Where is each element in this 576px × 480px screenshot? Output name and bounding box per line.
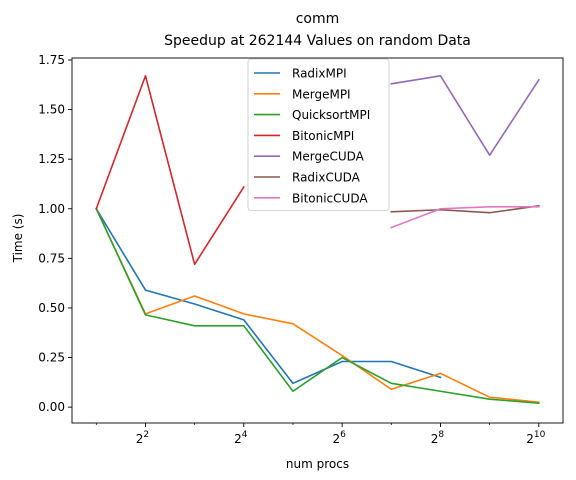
series-line-mergecuda [390, 75, 540, 156]
x-tick-exponent: 8 [438, 430, 444, 440]
series-mergecuda [390, 75, 540, 156]
legend-item: RadixCUDA [254, 171, 361, 185]
y-tick-label: 1.75 [38, 53, 65, 67]
y-tick-label: 1.50 [38, 103, 65, 117]
y-axis-label: Time (s) [11, 214, 25, 264]
series-line-radixcuda [390, 204, 540, 214]
y-tick-label: 1.25 [38, 152, 65, 166]
legend-label: RadixCUDA [292, 171, 361, 185]
series-radixmpi [95, 207, 442, 385]
y-tick-label: 0.75 [38, 251, 65, 265]
legend-item: QuicksortMPI [254, 108, 370, 122]
chart-title: comm [296, 11, 340, 27]
legend-label: RadixMPI [292, 67, 347, 81]
series-line-radixmpi [95, 207, 442, 385]
legend-item: MergeCUDA [254, 150, 365, 164]
legend-box [247, 58, 390, 212]
legend-label: MergeCUDA [292, 150, 365, 164]
chart-subtitle: Speedup at 262144 Values on random Data [164, 33, 471, 49]
series-bitoniccuda [390, 205, 540, 229]
series-line-mergempi [95, 207, 540, 404]
x-tick-exponent: 2 [143, 430, 149, 440]
legend-item: BitonicMPI [254, 129, 354, 143]
x-tick-exponent: 4 [242, 430, 248, 440]
legend: RadixMPI MergeMPI QuicksortMPI BitonicMPI Me… [247, 58, 390, 212]
x-tick-exponent: 6 [340, 430, 346, 440]
y-tick-label: 1.00 [38, 202, 65, 216]
x-axis-label: num procs [286, 457, 349, 471]
y-tick-label: 0.00 [38, 400, 65, 414]
series-quicksortmpi [95, 207, 540, 405]
legend-item: RadixMPI [254, 67, 347, 81]
series-line-quicksortmpi [95, 207, 540, 405]
axes-frame [71, 57, 564, 424]
legend-label: QuicksortMPI [292, 108, 370, 122]
x-tick-exponent: 10 [534, 430, 546, 440]
legend-item: BitonicCUDA [254, 191, 368, 205]
legend-item: MergeMPI [254, 87, 351, 101]
series-radixcuda [390, 204, 540, 214]
y-tick-label: 0.25 [38, 351, 65, 365]
y-tick-label: 0.50 [38, 301, 65, 315]
legend-label: BitonicMPI [292, 129, 354, 143]
series-bitonicmpi [95, 75, 245, 266]
series-mergempi [95, 207, 540, 404]
legend-label: BitonicCUDA [292, 191, 368, 205]
legend-label: MergeMPI [292, 87, 351, 101]
series-line-bitoniccuda [390, 205, 540, 229]
series-line-bitonicmpi [95, 75, 245, 266]
